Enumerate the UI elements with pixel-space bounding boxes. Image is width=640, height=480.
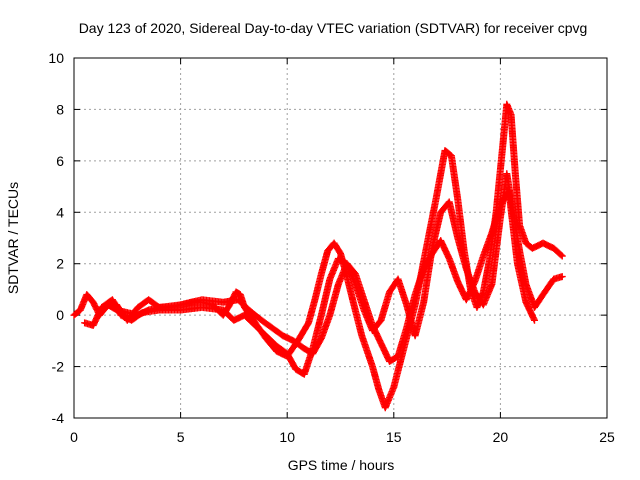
y-tick-label: 10	[48, 50, 64, 66]
x-tick-label: 5	[177, 429, 185, 445]
x-tick-label: 15	[386, 429, 402, 445]
data-point	[557, 251, 565, 259]
y-tick-label: 8	[56, 101, 64, 117]
data-points	[70, 100, 566, 412]
series-track-3	[113, 188, 539, 365]
data-point	[531, 316, 539, 324]
y-tick-label: 0	[56, 307, 64, 323]
x-tick-label: 0	[70, 429, 78, 445]
y-tick-label: 4	[56, 204, 64, 220]
y-axis-label: SDTVAR / TECUs	[5, 182, 21, 294]
axis-ticks: 0 5 10 15 20 25 -4 -2 0 2 4 6 8 10	[48, 50, 615, 445]
data-point	[558, 273, 566, 281]
y-tick-label: -4	[52, 410, 65, 426]
x-axis-label: GPS time / hours	[288, 457, 395, 473]
data-point	[558, 252, 566, 260]
x-tick-label: 25	[599, 429, 615, 445]
series-track-2	[81, 170, 566, 378]
x-tick-label: 20	[493, 429, 509, 445]
plot-frame	[73, 57, 608, 419]
y-tick-label: -2	[52, 359, 65, 375]
x-tick-label: 10	[279, 429, 295, 445]
y-tick-label: 6	[56, 153, 64, 169]
y-tick-label: 2	[56, 256, 64, 272]
chart-title: Day 123 of 2020, Sidereal Day-to-day VTE…	[79, 20, 588, 36]
